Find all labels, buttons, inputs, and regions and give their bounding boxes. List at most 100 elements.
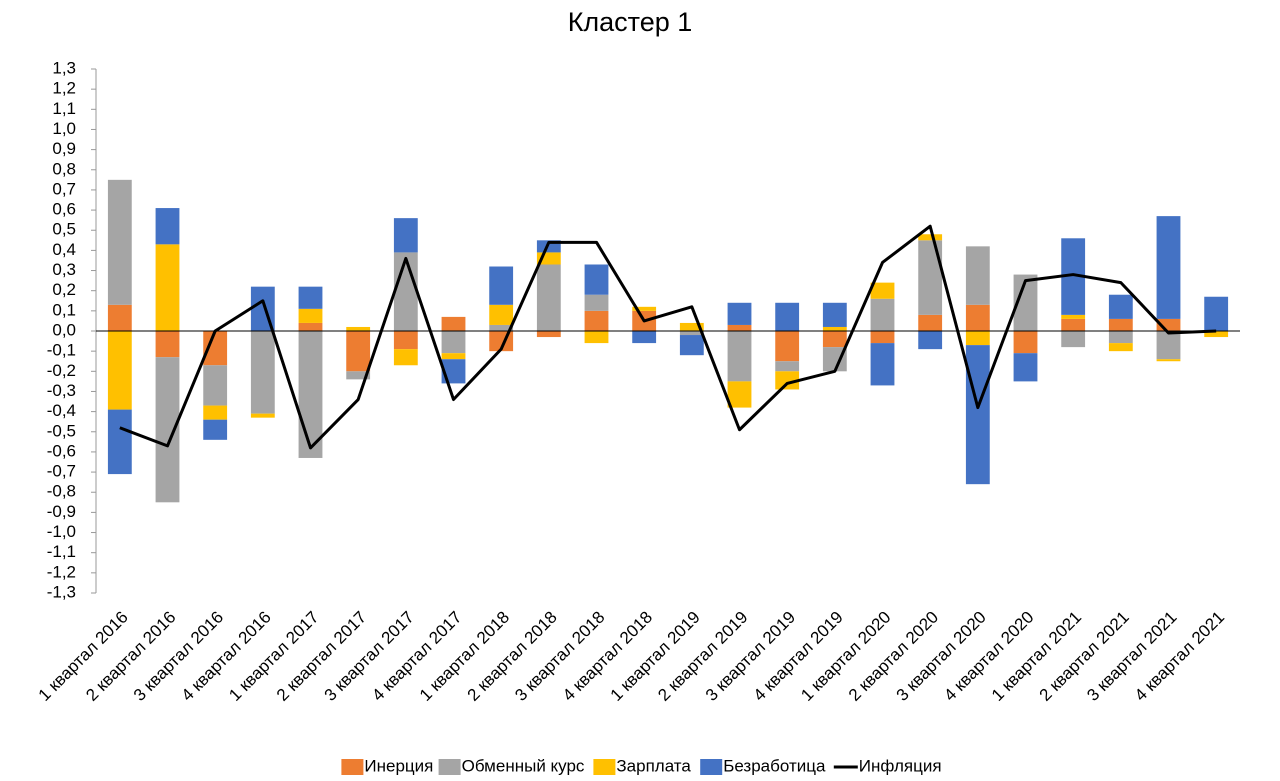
y-tick-label: -0,5 bbox=[47, 421, 76, 440]
bar bbox=[107, 179, 132, 305]
legend-label: Зарплата bbox=[616, 756, 691, 775]
legend-swatch bbox=[700, 759, 723, 775]
bar bbox=[441, 316, 466, 331]
bar bbox=[393, 252, 418, 331]
y-tick-label: 0,8 bbox=[52, 159, 76, 178]
bar bbox=[822, 331, 847, 348]
bar bbox=[584, 264, 609, 295]
bar bbox=[155, 208, 180, 245]
bar bbox=[870, 343, 895, 386]
bar bbox=[346, 326, 371, 331]
bar bbox=[1061, 238, 1086, 315]
bar bbox=[155, 331, 180, 358]
bar bbox=[584, 310, 609, 331]
legend-label: Инфляция bbox=[859, 756, 942, 775]
bar bbox=[632, 331, 657, 344]
y-tick-label: -0,2 bbox=[47, 361, 76, 380]
legend-swatch bbox=[593, 759, 616, 775]
bar bbox=[1156, 331, 1181, 360]
y-tick-label: -0,1 bbox=[47, 341, 76, 360]
bar bbox=[536, 331, 561, 338]
bar bbox=[1061, 331, 1086, 348]
bar bbox=[107, 409, 132, 475]
bar bbox=[775, 371, 800, 390]
bar bbox=[965, 246, 990, 305]
bar bbox=[584, 331, 609, 344]
y-tick-label: -1,2 bbox=[47, 562, 76, 581]
bar bbox=[203, 365, 228, 406]
y-tick-label: 0,3 bbox=[52, 260, 76, 279]
bar bbox=[1013, 353, 1038, 382]
x-tick-label: 4 квартал 2021 bbox=[1131, 608, 1228, 705]
bar bbox=[107, 304, 132, 331]
y-tick-label: -0,6 bbox=[47, 441, 76, 460]
bar bbox=[393, 218, 418, 253]
bar bbox=[203, 419, 228, 440]
bar bbox=[1108, 294, 1133, 319]
bar bbox=[250, 331, 275, 414]
y-tick-label: -0,8 bbox=[47, 482, 76, 501]
bar bbox=[1156, 216, 1181, 319]
chart-title: Кластер 1 bbox=[568, 7, 693, 37]
bar bbox=[298, 286, 323, 309]
bar bbox=[1108, 343, 1133, 352]
y-tick-label: 1,1 bbox=[52, 99, 76, 118]
bar bbox=[298, 322, 323, 331]
bar bbox=[393, 331, 418, 350]
y-tick-label: 0,7 bbox=[52, 179, 76, 198]
y-tick-label: -0,4 bbox=[47, 401, 76, 420]
bar bbox=[107, 331, 132, 410]
bar bbox=[203, 331, 228, 366]
bar bbox=[298, 308, 323, 323]
bar bbox=[441, 353, 466, 360]
bar bbox=[1013, 274, 1038, 331]
bar bbox=[250, 413, 275, 418]
y-tick-label: 0,4 bbox=[52, 240, 76, 259]
y-tick-label: -0,9 bbox=[47, 502, 76, 521]
bar bbox=[918, 240, 943, 315]
bar bbox=[536, 264, 561, 331]
bar bbox=[1013, 331, 1038, 354]
y-tick-label: 0,0 bbox=[52, 320, 76, 339]
y-tick-label: -0,7 bbox=[47, 462, 76, 481]
bar bbox=[155, 244, 180, 331]
bar bbox=[775, 361, 800, 372]
bar bbox=[727, 381, 752, 408]
y-tick-label: -1,0 bbox=[47, 522, 76, 541]
bar bbox=[393, 349, 418, 366]
bar bbox=[870, 331, 895, 344]
y-tick-label: 0,5 bbox=[52, 220, 76, 239]
bar bbox=[727, 324, 752, 331]
bar bbox=[679, 322, 704, 331]
bar bbox=[822, 326, 847, 331]
y-tick-label: 0,1 bbox=[52, 300, 76, 319]
bar bbox=[870, 282, 895, 299]
legend-label: Безработица bbox=[723, 756, 826, 775]
line bbox=[119, 224, 1217, 450]
bar bbox=[727, 331, 752, 382]
y-tick-label: 1,3 bbox=[52, 58, 76, 77]
bar bbox=[965, 345, 990, 485]
bar bbox=[727, 302, 752, 325]
bar bbox=[584, 294, 609, 311]
bar bbox=[489, 266, 514, 305]
bar bbox=[1061, 314, 1086, 319]
y-tick-label: -1,3 bbox=[47, 582, 76, 601]
bar bbox=[203, 405, 228, 420]
y-tick-label: 0,2 bbox=[52, 280, 76, 299]
bar bbox=[346, 371, 371, 380]
bar bbox=[965, 304, 990, 331]
bar bbox=[822, 302, 847, 327]
y-tick-label: 0,6 bbox=[52, 200, 76, 219]
bar bbox=[1204, 296, 1229, 331]
bar bbox=[1108, 331, 1133, 344]
bar bbox=[1061, 318, 1086, 331]
bar bbox=[822, 347, 847, 372]
bar bbox=[489, 304, 514, 325]
bar bbox=[1156, 359, 1181, 362]
bar bbox=[1108, 318, 1133, 331]
legend-label: Инерция bbox=[364, 756, 433, 775]
bar bbox=[679, 331, 704, 336]
bar bbox=[346, 331, 371, 372]
